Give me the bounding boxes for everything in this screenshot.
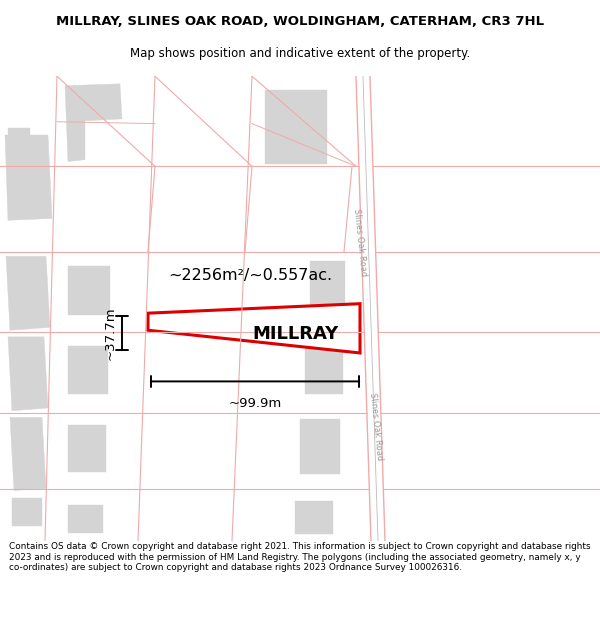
Bar <box>270 95 295 114</box>
Bar <box>16 431 30 444</box>
Bar <box>295 501 333 534</box>
Text: Map shows position and indicative extent of the property.: Map shows position and indicative extent… <box>130 48 470 60</box>
Bar <box>8 128 30 140</box>
Bar <box>72 361 88 374</box>
Bar <box>312 344 326 355</box>
Text: Slines Oak Road: Slines Oak Road <box>368 392 384 461</box>
Text: Slines Oak Road: Slines Oak Road <box>352 208 368 276</box>
Bar <box>12 498 42 526</box>
Bar <box>318 266 333 277</box>
Bar <box>305 337 343 394</box>
Bar <box>310 261 345 326</box>
Bar <box>265 91 327 164</box>
Bar <box>72 438 88 451</box>
Text: Contains OS data © Crown copyright and database right 2021. This information is : Contains OS data © Crown copyright and d… <box>9 542 590 572</box>
Text: MILLRAY, SLINES OAK ROAD, WOLDINGHAM, CATERHAM, CR3 7HL: MILLRAY, SLINES OAK ROAD, WOLDINGHAM, CA… <box>56 15 544 28</box>
Bar <box>300 419 340 474</box>
Polygon shape <box>8 337 48 411</box>
Bar <box>68 425 106 472</box>
Polygon shape <box>5 135 52 220</box>
Text: ~2256m²/~0.557ac.: ~2256m²/~0.557ac. <box>168 268 332 282</box>
Text: ~99.9m: ~99.9m <box>229 397 281 409</box>
Bar <box>72 93 92 109</box>
Polygon shape <box>148 304 360 353</box>
Bar <box>68 346 108 394</box>
Bar <box>14 271 30 285</box>
Polygon shape <box>65 84 122 161</box>
Bar <box>14 351 29 364</box>
Polygon shape <box>6 256 50 330</box>
Bar <box>307 427 321 438</box>
Polygon shape <box>10 418 46 491</box>
Text: MILLRAY: MILLRAY <box>252 325 338 343</box>
Bar <box>68 266 110 315</box>
Text: ~37.7m: ~37.7m <box>104 306 117 360</box>
Bar <box>72 283 88 297</box>
Bar <box>68 504 103 533</box>
